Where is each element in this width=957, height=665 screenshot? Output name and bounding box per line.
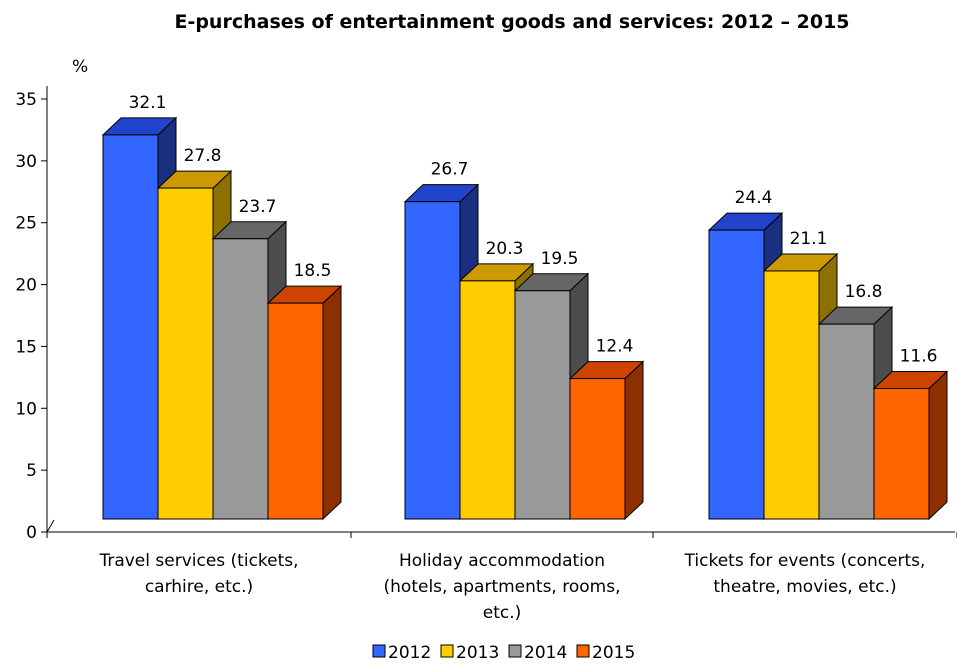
y-tick-label: 35	[15, 90, 37, 110]
legend: 2012 2013 2014 2015	[372, 643, 635, 663]
bar-front	[267, 302, 324, 520]
bar-front	[404, 201, 461, 520]
category-label-line: etc.)	[483, 603, 522, 623]
legend-item: 2013	[440, 643, 499, 663]
data-label: 19.5	[541, 249, 579, 269]
legend-swatch	[508, 644, 522, 658]
data-label: 18.5	[294, 261, 332, 281]
bar	[568, 360, 645, 521]
data-label: 32.1	[129, 93, 167, 113]
category-label-line: theatre, movies, etc.)	[713, 577, 896, 597]
category-labels: Travel services (tickets, carhire, etc.) H…	[98, 551, 925, 623]
legend-swatch	[440, 644, 454, 658]
legend-label: 2015	[592, 643, 635, 663]
legend-label: 2012	[388, 643, 431, 663]
bar	[266, 284, 343, 521]
category-label-line: carhire, etc.)	[145, 577, 253, 597]
bar-front	[818, 323, 875, 520]
data-label: 23.7	[239, 197, 277, 217]
y-tick-label: 30	[15, 152, 37, 172]
category-label-line: Travel services (tickets,	[98, 551, 298, 571]
legend-item: 2015	[576, 643, 635, 663]
category-label-line: (hotels, apartments, rooms,	[384, 577, 621, 597]
data-label: 16.8	[845, 282, 883, 302]
y-axis-unit-label: %	[72, 57, 88, 77]
data-label: 26.7	[431, 160, 469, 180]
data-label: 12.4	[596, 337, 634, 357]
y-tick-label: 0	[26, 523, 37, 543]
y-tick-label: 15	[15, 337, 37, 357]
legend-swatch	[576, 644, 590, 658]
bar-front	[459, 280, 516, 520]
legend-item: 2014	[508, 643, 567, 663]
bar-front	[212, 238, 269, 520]
chart-title: E-purchases of entertainment goods and s…	[174, 11, 849, 33]
bars	[101, 116, 949, 521]
data-label: 21.1	[790, 229, 828, 249]
bar-side	[624, 360, 644, 521]
y-tick-label: 5	[26, 461, 37, 481]
data-label: 11.6	[900, 346, 938, 366]
bar-front	[569, 378, 626, 520]
data-labels: 32.1 27.8 23.7 18.5 26.7 20.3 19.5 12.4 24.4 21.1…	[129, 93, 938, 367]
legend-swatch	[372, 644, 386, 658]
axis-depth-edge	[46, 519, 55, 533]
y-tick-label: 10	[15, 399, 37, 419]
data-label: 24.4	[735, 188, 773, 208]
category-label: Holiday accommodation (hotels, apartments…	[384, 551, 621, 623]
bar	[872, 370, 949, 521]
y-tick-label: 25	[15, 214, 37, 234]
bar-front	[708, 229, 765, 520]
bar-front	[763, 270, 820, 520]
data-label: 20.3	[486, 239, 524, 259]
bar-front	[873, 387, 930, 520]
legend-label: 2014	[524, 643, 567, 663]
data-label: 27.8	[184, 146, 222, 166]
category-label-line: Holiday accommodation	[399, 551, 605, 571]
category-label-line: Tickets for events (concerts,	[684, 551, 926, 571]
category-label: Travel services (tickets, carhire, etc.)	[98, 551, 298, 597]
bar-front	[102, 134, 159, 520]
legend-label: 2013	[456, 643, 499, 663]
bar-front	[514, 290, 571, 520]
bar	[458, 262, 535, 521]
bar-front	[157, 187, 214, 520]
y-tick-label: 20	[15, 276, 37, 296]
bar-side	[928, 370, 948, 521]
axes: 0 5 10 15 20 25 30 35	[15, 86, 957, 543]
category-label: Tickets for events (concerts, theatre, mo…	[684, 551, 926, 597]
legend-item: 2012	[372, 643, 431, 663]
bar-side	[322, 284, 342, 521]
